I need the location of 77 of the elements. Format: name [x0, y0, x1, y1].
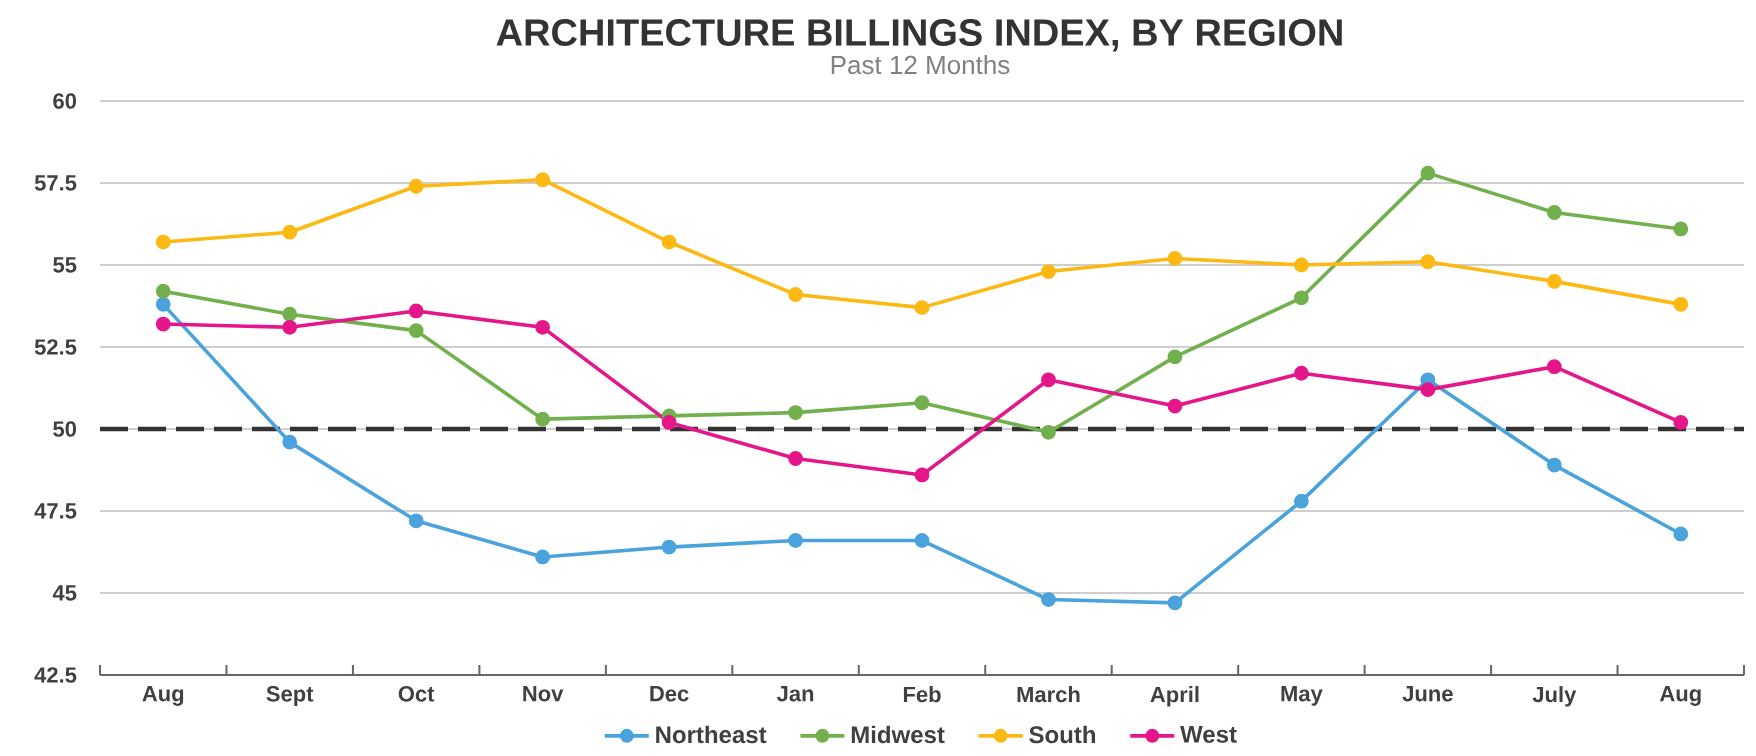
- point: [1673, 221, 1689, 237]
- point: [788, 451, 803, 466]
- point: [1546, 205, 1562, 220]
- point: [914, 467, 930, 483]
- point: [408, 513, 424, 529]
- y-tick-label: 45: [52, 585, 77, 601]
- legend-label: West: [1180, 726, 1237, 743]
- point: [788, 405, 803, 420]
- x-tick-label: April: [1150, 686, 1199, 707]
- point: [1041, 424, 1056, 440]
- point: [1420, 382, 1436, 398]
- legend-label: Northeast: [656, 725, 767, 744]
- x-tick-label: Aug: [142, 686, 184, 706]
- x-tick-label: March: [1017, 686, 1080, 703]
- point: [282, 319, 298, 335]
- point: [155, 296, 171, 312]
- y-tick-label: 52.5: [34, 339, 77, 355]
- point: [661, 415, 677, 430]
- y-tick-label: 55: [53, 257, 77, 273]
- x-tick-label: Dec: [650, 686, 689, 702]
- x-tick-label: May: [1281, 686, 1323, 706]
- point: [1673, 296, 1689, 312]
- chart-title: ARCHITECTURE BILLINGS INDEX, BY REGION: [496, 19, 1342, 52]
- point: [1546, 273, 1562, 289]
- point: [1294, 257, 1309, 273]
- point: [155, 283, 171, 299]
- point: [1294, 365, 1309, 381]
- point: [1167, 349, 1183, 365]
- x-tick-label: Jan: [776, 686, 814, 702]
- point: [1041, 372, 1056, 388]
- point: [1673, 415, 1689, 430]
- point: [661, 234, 677, 250]
- legend-label: South: [1029, 725, 1096, 744]
- point: [1420, 165, 1436, 181]
- y-tick-label: 42.5: [34, 667, 77, 683]
- y-tick-label: 60: [53, 93, 77, 109]
- point: [1546, 457, 1562, 473]
- point: [535, 319, 551, 335]
- x-tick-label: Nov: [523, 686, 564, 702]
- point: [1294, 290, 1309, 306]
- point: [155, 234, 171, 250]
- point: [408, 323, 424, 338]
- point: [282, 434, 298, 450]
- point: [408, 178, 424, 194]
- point: [914, 300, 930, 316]
- point: [535, 172, 551, 188]
- y-tick-label: 50: [53, 421, 77, 437]
- point: [914, 395, 930, 411]
- point: [1546, 359, 1562, 375]
- y-tick-label: 57.5: [34, 175, 77, 191]
- chart-subtitle: Past 12 Months: [831, 55, 1010, 75]
- x-tick-label: Oct: [398, 686, 435, 702]
- y-tick-label: 47.5: [34, 503, 77, 519]
- point: [1041, 264, 1056, 279]
- x-tick-label: Sept: [266, 686, 314, 706]
- point: [788, 533, 803, 548]
- legend-label: Midwest: [851, 725, 945, 744]
- x-tick-label: Feb: [903, 686, 941, 703]
- x-tick-label: July: [1532, 686, 1577, 707]
- point: [282, 306, 298, 322]
- x-tick-label: Aug: [1659, 686, 1701, 706]
- point: [788, 287, 803, 302]
- point: [1673, 526, 1689, 542]
- point: [914, 533, 930, 548]
- point: [408, 303, 424, 319]
- point: [155, 316, 171, 332]
- point: [1420, 254, 1436, 270]
- point: [1294, 493, 1309, 509]
- x-tick-label: June: [1402, 686, 1453, 702]
- point: [282, 224, 298, 240]
- point: [1167, 595, 1183, 611]
- point: [1041, 592, 1056, 607]
- point: [661, 539, 677, 555]
- point: [535, 411, 551, 427]
- point: [1167, 398, 1183, 414]
- point: [1167, 251, 1183, 266]
- point: [535, 549, 551, 565]
